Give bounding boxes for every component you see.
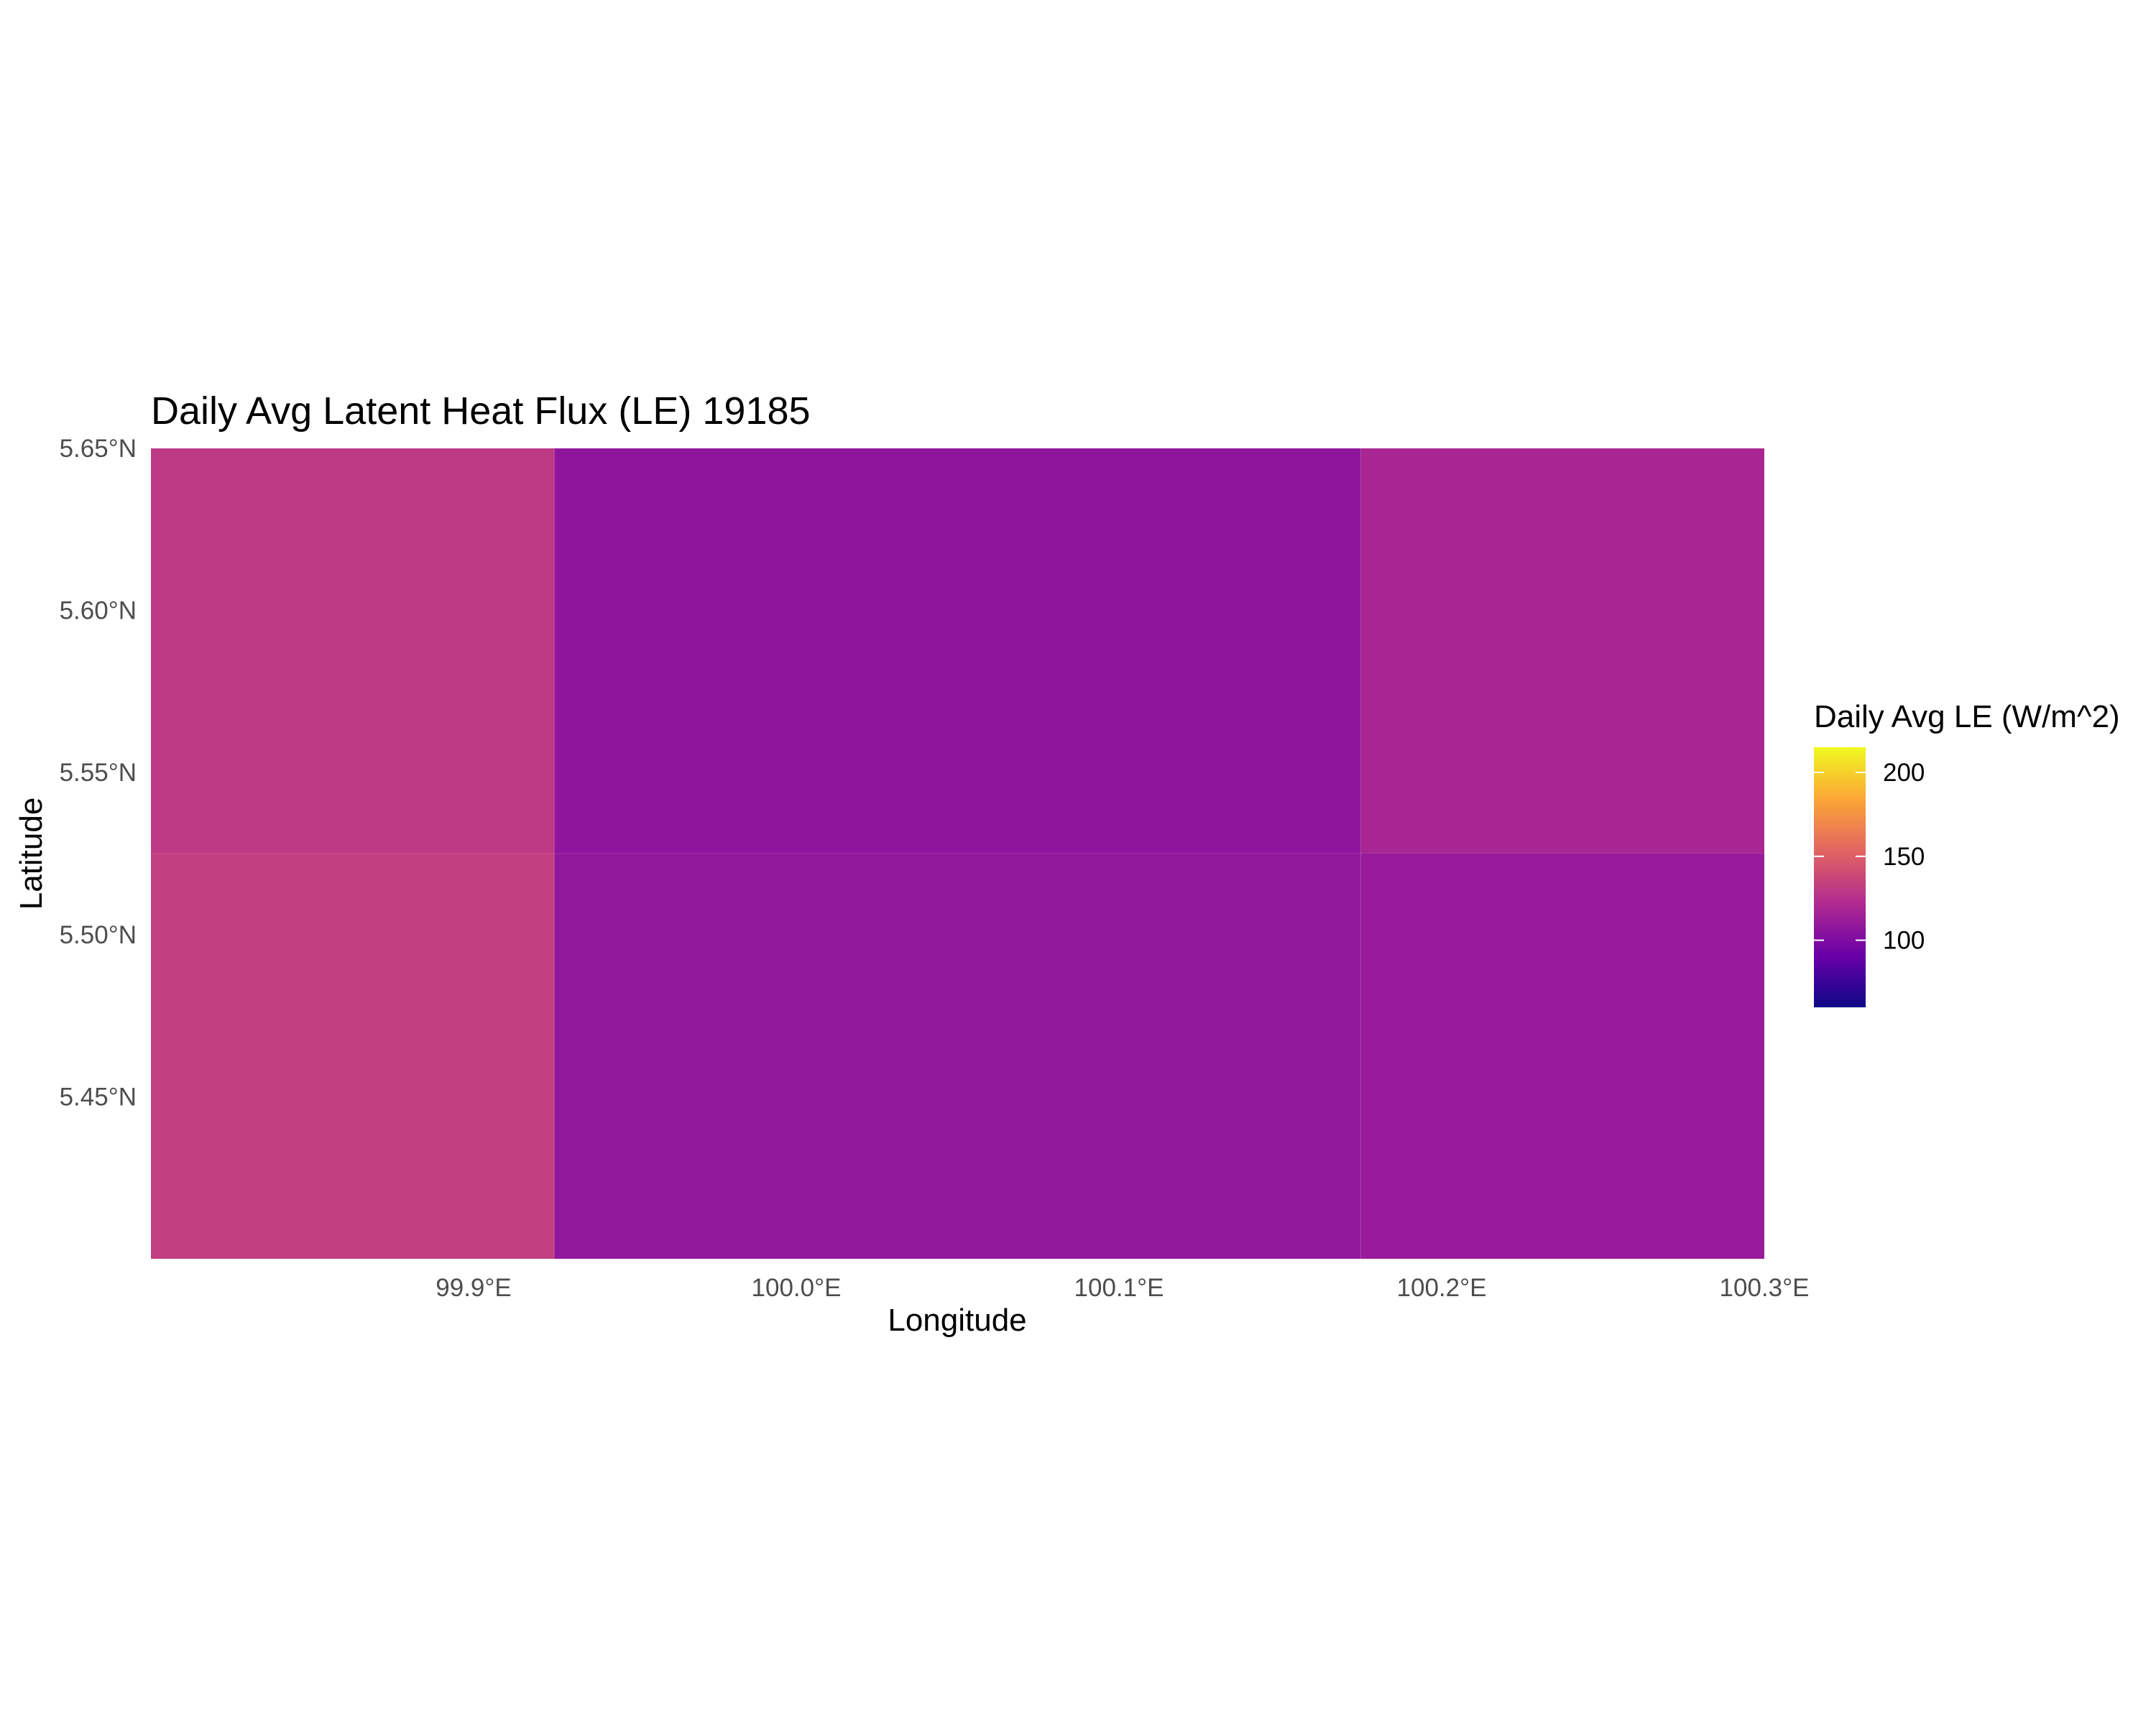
x-axis-ticks: 99.9°E 100.0°E 100.1°E 100.2°E 100.3°E	[436, 1274, 1809, 1302]
legend-tick-label: 150	[1883, 843, 1925, 871]
heatmap-cell	[150, 448, 555, 854]
x-axis-label: Longitude	[888, 1303, 1026, 1338]
heatmap-cell	[553, 853, 1362, 1260]
legend-ticks: 100 150 200	[1814, 759, 1925, 955]
y-tick-label: 5.65°N	[60, 435, 137, 463]
legend-tick-label: 100	[1883, 927, 1925, 955]
chart-title: Daily Avg Latent Heat Flux (LE) 19185	[151, 389, 811, 433]
heatmap-cell	[1360, 448, 1765, 854]
heatmap-cell	[553, 448, 1362, 854]
x-tick-label: 100.1°E	[1074, 1274, 1164, 1302]
y-tick-label: 5.60°N	[60, 597, 137, 625]
y-axis-label: Latitude	[14, 798, 49, 910]
legend-tick-label: 200	[1883, 759, 1925, 787]
x-tick-label: 100.2°E	[1397, 1274, 1487, 1302]
heatmap-cell	[150, 853, 555, 1260]
y-tick-label: 5.55°N	[60, 759, 137, 787]
heatmap-cells	[150, 448, 1765, 1260]
legend-colorbar	[1814, 747, 1866, 1007]
color-legend: Daily Avg LE (W/m^2) 100 150 200	[1814, 699, 2120, 1007]
y-tick-label: 5.50°N	[60, 921, 137, 949]
x-tick-label: 100.0°E	[752, 1274, 842, 1302]
y-axis-ticks: 5.45°N 5.50°N 5.55°N 5.60°N 5.65°N	[60, 435, 137, 1111]
heatmap-cell	[1360, 853, 1765, 1260]
x-tick-label: 99.9°E	[436, 1274, 511, 1302]
y-tick-label: 5.45°N	[60, 1083, 137, 1111]
x-tick-label: 100.3°E	[1720, 1274, 1810, 1302]
legend-title: Daily Avg LE (W/m^2)	[1814, 699, 2120, 734]
